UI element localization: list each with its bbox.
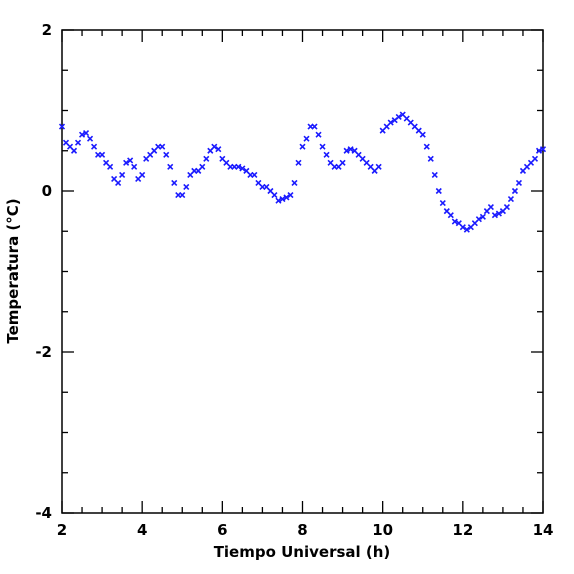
point [115, 179, 122, 187]
point [86, 135, 94, 142]
point [431, 171, 438, 178]
point [287, 191, 294, 199]
point [375, 163, 382, 170]
point [323, 151, 330, 158]
point [311, 123, 318, 130]
x-tick-label: 10 [372, 521, 393, 539]
point [279, 195, 286, 203]
point [163, 151, 170, 158]
point [203, 155, 210, 162]
point [451, 218, 458, 225]
point [339, 159, 346, 166]
point [395, 113, 402, 121]
point [235, 163, 242, 170]
point [283, 194, 290, 201]
point [99, 151, 106, 158]
plot-frame [61, 29, 544, 514]
point [435, 187, 442, 195]
x-tick-label: 14 [533, 521, 554, 539]
point [427, 155, 434, 162]
point [491, 212, 498, 219]
point [127, 157, 134, 164]
point [299, 143, 306, 150]
point [539, 146, 547, 153]
point [487, 204, 494, 211]
y-tick-label: 2 [42, 21, 52, 39]
point [495, 210, 502, 217]
point [179, 191, 186, 199]
y-tick-label: -2 [35, 343, 52, 361]
point [82, 129, 90, 137]
point [423, 143, 430, 150]
point [171, 179, 178, 187]
point [119, 171, 126, 178]
point [303, 135, 310, 142]
point [74, 139, 82, 146]
point [315, 131, 322, 138]
point [78, 131, 86, 138]
x-axis-label: Tiempo Universal (h) [214, 543, 391, 561]
point [215, 146, 222, 153]
point [139, 171, 146, 178]
point [531, 155, 539, 162]
point [131, 163, 138, 170]
point [439, 200, 446, 207]
point [475, 216, 482, 223]
point [503, 204, 510, 211]
point [507, 195, 514, 203]
x-tick-label: 2 [57, 521, 67, 539]
point [319, 143, 326, 150]
point [239, 165, 246, 172]
point [70, 147, 78, 154]
y-tick-label: 0 [42, 182, 52, 200]
point [159, 143, 166, 150]
point [91, 143, 98, 150]
point [479, 213, 486, 220]
point [271, 191, 278, 199]
point [251, 171, 258, 178]
point [463, 226, 470, 233]
point [343, 147, 350, 154]
point [123, 159, 130, 166]
point [291, 179, 298, 187]
point [211, 143, 218, 150]
x-tick-label: 6 [217, 521, 227, 539]
point [515, 179, 523, 187]
y-axis-label: Temperatura (°C) [4, 198, 22, 343]
point [183, 183, 190, 191]
point [387, 119, 394, 126]
point [275, 197, 282, 204]
point [347, 146, 354, 153]
point [419, 131, 426, 138]
point [58, 123, 66, 130]
point [447, 212, 454, 219]
y-tick-label: -4 [35, 504, 52, 522]
point [167, 163, 174, 170]
x-tick-label: 4 [137, 521, 147, 539]
x-tick-label: 8 [297, 521, 307, 539]
point [107, 163, 114, 170]
point [511, 187, 519, 195]
point [535, 147, 543, 154]
point [459, 224, 466, 231]
point [199, 163, 206, 170]
point [295, 159, 302, 166]
x-tick-label: 12 [452, 521, 473, 539]
